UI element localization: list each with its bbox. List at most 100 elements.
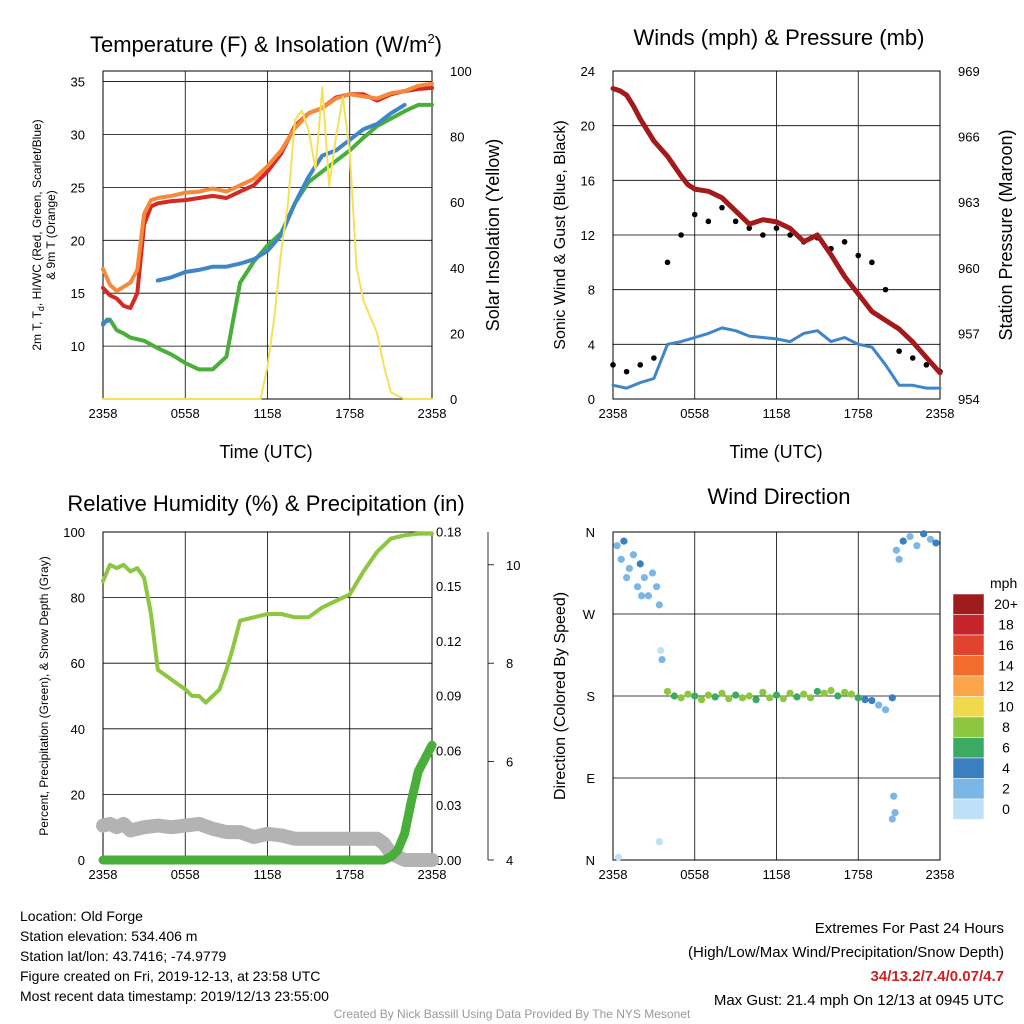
max-gust-text: Max Gust: 21.4 mph On 12/13 at 0945 UTC	[713, 992, 1004, 1009]
br-ytick-label: W	[583, 607, 596, 622]
br-direction-point	[648, 569, 657, 577]
tr-xtick-label: 2358	[926, 406, 955, 421]
br-direction-point	[655, 601, 663, 609]
bl-ytick-label: 40	[71, 722, 85, 737]
br-direction-point	[888, 694, 896, 702]
br-direction-point	[663, 687, 672, 696]
tl-ytick-label: 10	[71, 339, 85, 354]
br-direction-point	[629, 551, 638, 559]
tr-gust-point	[787, 232, 793, 238]
br-direction-point	[895, 555, 903, 563]
legend-swatch	[952, 655, 985, 677]
tr-ytick-label: 4	[588, 337, 595, 352]
br-direction-point	[913, 542, 921, 550]
br-direction-point	[745, 692, 753, 700]
tr-ytick-right-label: 957	[958, 326, 980, 341]
br-direction-point	[697, 696, 706, 704]
extremes-subtitle: (High/Low/Max Wind/Precipitation/Snow De…	[688, 944, 1004, 961]
br-direction-point	[655, 838, 663, 846]
tr-gust-point	[691, 211, 698, 218]
bl-xtick-label: 1758	[335, 867, 364, 882]
br-direction-point	[890, 792, 898, 800]
elevation-text: Station elevation: 534.406 m	[20, 928, 198, 944]
tl-xtick-label: 2358	[418, 406, 447, 421]
tl-ylabel-right: Solar Insolation (Yellow)	[483, 139, 503, 331]
tr-gust-point	[909, 355, 916, 361]
br-direction-point	[711, 693, 719, 701]
tr-xtick-label: 1758	[844, 406, 873, 421]
tl-ytick-right-label: 80	[450, 130, 464, 145]
tl-ytick-right-label: 40	[450, 261, 464, 276]
br-direction-point	[793, 693, 801, 701]
br-xtick-label: 0558	[680, 867, 709, 882]
tr-gust-point	[610, 362, 616, 368]
tl-series-2	[101, 102, 434, 372]
br-direction-point	[633, 583, 642, 591]
bl-ytick-label: 0	[78, 853, 85, 868]
legend-swatch	[952, 778, 985, 800]
tl-ylabel-left-line2: & 9m T (Orange)	[44, 190, 58, 280]
br-direction-point	[638, 592, 646, 600]
legend-label: 8	[1002, 719, 1010, 735]
bl-xtick-label: 2358	[89, 867, 118, 882]
legend-swatch	[952, 696, 985, 718]
bl-precip-tick-label: 0.12	[436, 634, 461, 649]
bl-precip-tick-label: 0.09	[436, 689, 461, 704]
legend-swatch	[952, 634, 985, 656]
tr-ytick-right-label: 963	[958, 195, 980, 210]
extremes-title: Extremes For Past 24 Hours	[814, 920, 1004, 937]
tl-xtick-label: 2358	[89, 406, 118, 421]
latlon-text: Station lat/lon: 43.7416; -74.9779	[20, 948, 227, 964]
legend-label: 6	[1002, 740, 1010, 756]
credit-text: Created By Nick Bassill Using Data Provi…	[333, 1007, 691, 1021]
br-direction-point	[625, 564, 633, 573]
tr-ylabel-right: Station Pressure (Maroon)	[996, 129, 1016, 340]
bl-series-snow	[96, 816, 439, 867]
br-direction-point	[644, 592, 653, 600]
tr-xtick-label: 2358	[599, 406, 628, 421]
tr-gust-point	[651, 355, 657, 361]
tr-gust-point	[841, 239, 848, 245]
br-direction-point	[891, 809, 899, 817]
br-direction-point	[613, 542, 621, 550]
extremes-box: Extremes For Past 24 Hours (High/Low/Max…	[688, 917, 1004, 1013]
tr-gust-point	[705, 218, 712, 225]
bl-xtick-label: 1158	[254, 867, 282, 882]
tr-xtick-label: 1158	[763, 406, 791, 421]
legend-label: 10	[998, 699, 1014, 715]
bl-snow-tick-label: 8	[506, 656, 513, 671]
legend-label: 12	[998, 678, 1014, 694]
legend-label: 4	[1002, 760, 1010, 776]
tl-xtick-label: 0558	[171, 406, 200, 421]
br-direction-point	[640, 573, 648, 582]
br-direction-point	[806, 694, 815, 702]
legend-label: 20+	[994, 596, 1018, 612]
br-direction-point	[725, 695, 733, 703]
legend-label: 18	[998, 617, 1014, 633]
tr-series-wind	[611, 326, 942, 390]
br-direction-point	[841, 688, 849, 696]
br-direction-point	[847, 690, 856, 698]
tl-ytick-label: 20	[71, 233, 85, 248]
br-direction-point	[920, 530, 928, 538]
br-direction-point	[786, 689, 794, 697]
br-direction-point	[834, 692, 842, 700]
bl-ytick-label: 80	[71, 591, 85, 606]
br-xtick-label: 1158	[763, 867, 791, 882]
tl-xtick-label: 1158	[254, 406, 282, 421]
br-direction-point	[888, 815, 896, 823]
br-direction-point	[800, 690, 808, 698]
legend-label: 14	[998, 658, 1014, 674]
tl-series-3	[101, 102, 407, 327]
br-direction-point	[772, 691, 781, 699]
tr-gust-point	[746, 225, 753, 231]
tr-gust-point	[896, 348, 902, 354]
br-direction-point	[759, 688, 767, 696]
br-direction-point	[657, 646, 665, 655]
recent-data-text: Most recent data timestamp: 2019/12/13 2…	[20, 988, 329, 1004]
br-direction-point	[653, 583, 661, 591]
tr-ytick-label: 24	[581, 64, 595, 79]
br-direction-point	[827, 686, 835, 695]
br-direction-point	[732, 691, 740, 699]
